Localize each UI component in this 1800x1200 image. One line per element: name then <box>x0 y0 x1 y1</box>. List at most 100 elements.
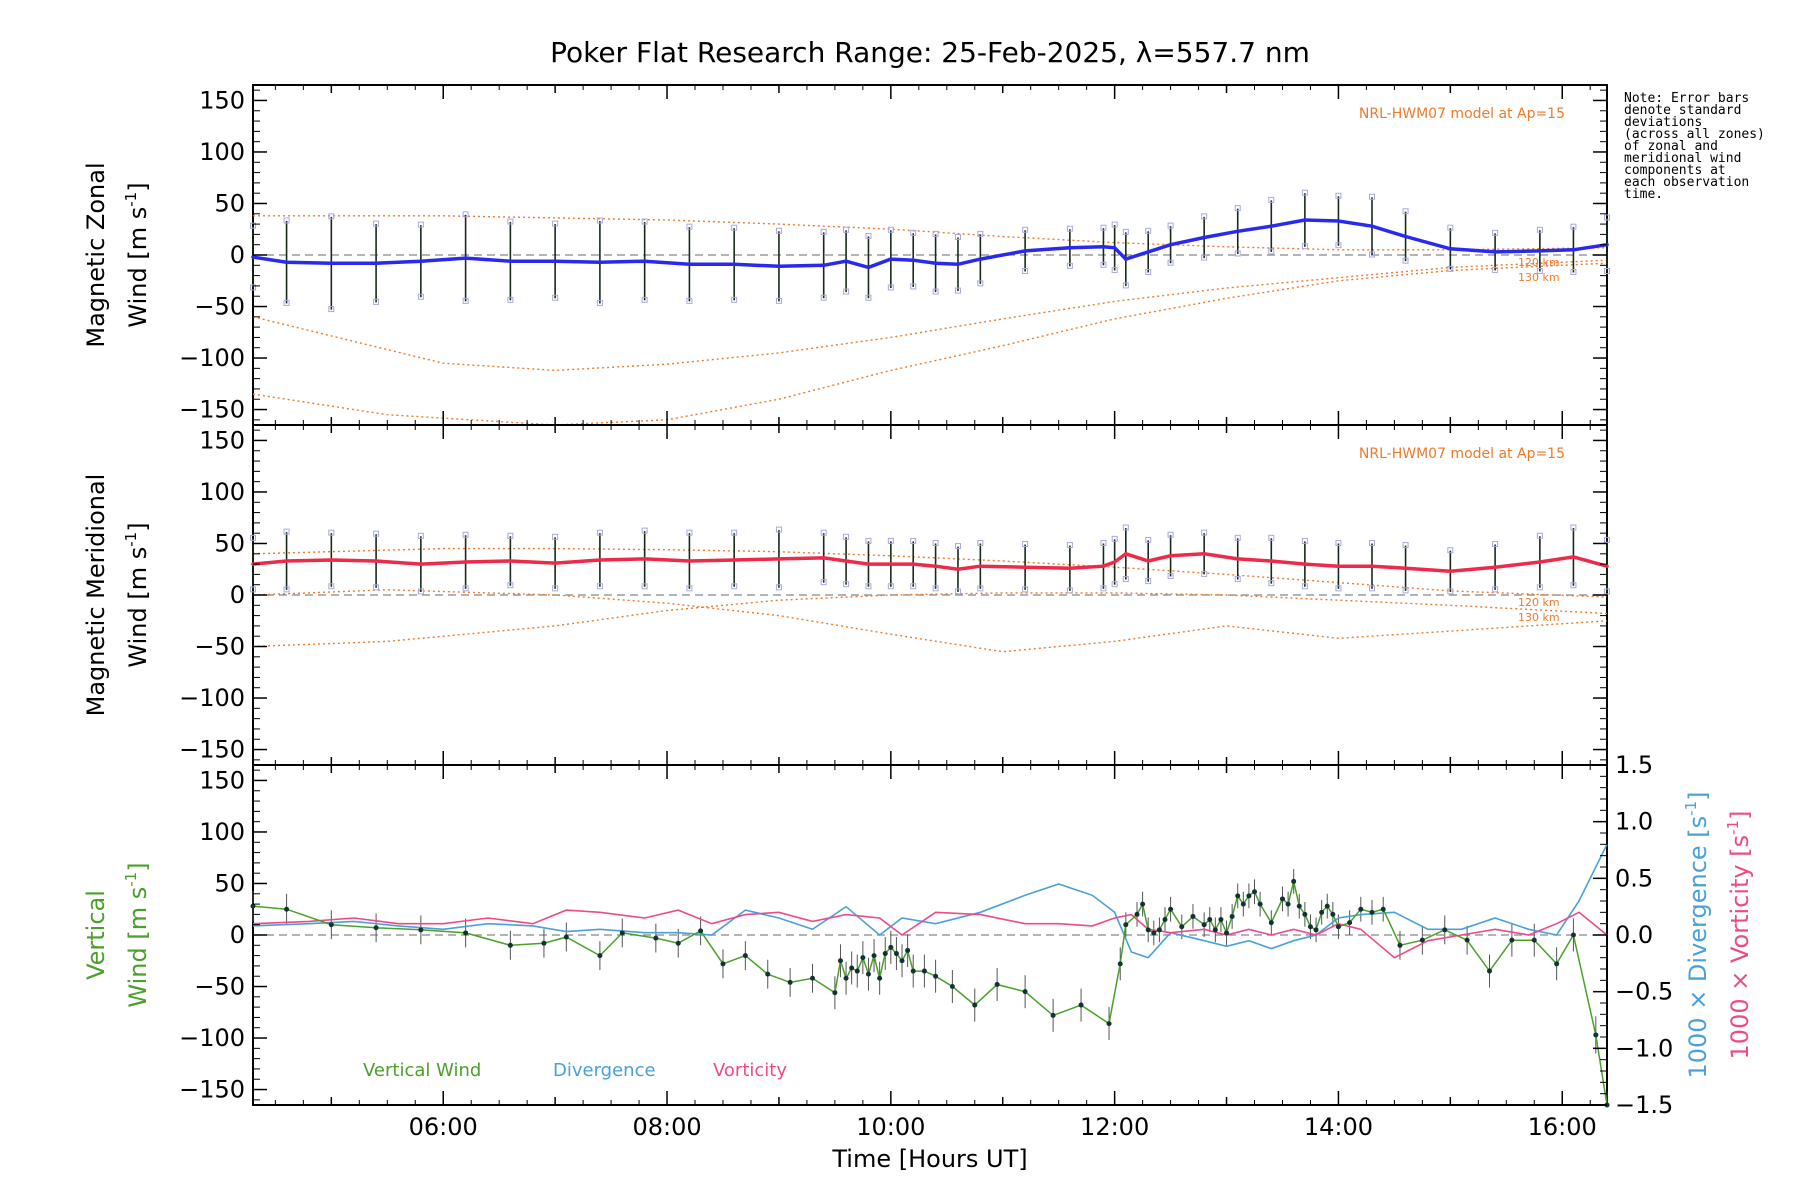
meridional-zone-sample <box>250 586 256 593</box>
zonal-zone-sample <box>887 226 894 233</box>
divergence-axis-label: 1000 × Divergence [s-1] <box>1682 791 1712 1078</box>
zonal-zone-sample <box>283 217 290 224</box>
meridional-zone-sample <box>1335 539 1342 546</box>
zonal-wind-point <box>1370 224 1374 228</box>
vertical-wind-point <box>1302 911 1308 917</box>
zonal-zone-sample <box>686 297 693 304</box>
zonal-zone-sample <box>1402 208 1409 215</box>
vertical-wind-point <box>1117 961 1123 967</box>
vertical-wind-point <box>507 942 513 948</box>
meridional-wind-point <box>642 557 647 561</box>
y-tick-label: 150 <box>199 426 245 454</box>
meridional-wind-point <box>1303 562 1307 566</box>
vertical-wind-point <box>1380 906 1386 912</box>
zonal-wind-point <box>508 259 513 263</box>
vertical-wind-point <box>1324 903 1330 909</box>
zonal-zone-sample <box>1492 266 1499 273</box>
meridional-zone-sample <box>1268 580 1275 587</box>
meridional-zone-sample <box>1100 539 1107 546</box>
vertical-wind-point <box>849 965 855 971</box>
zonal-zone-sample <box>552 220 559 227</box>
meridional-zone-sample <box>775 584 782 591</box>
meridional-ylabel-end: ] <box>124 522 152 531</box>
zonal-zone-sample <box>731 296 738 303</box>
y2-tick-label: 1.0 <box>1615 808 1653 836</box>
zonal-ylabel-line2: Wind [m s-1] <box>122 182 152 327</box>
vertical-wind-point <box>653 935 659 941</box>
y-tick-label: −150 <box>179 396 245 424</box>
divergence-axis-end: ] <box>1684 791 1712 800</box>
panel-zonal: NRL-HWM07 model at Ap=15 120 km 130 km M… <box>82 84 1610 426</box>
zonal-wind-point <box>911 258 916 262</box>
x-tick-label: 06:00 <box>409 1113 478 1141</box>
legend-vertical-wind: Vertical Wind <box>363 1060 481 1081</box>
vertical-wind-point <box>1268 920 1274 926</box>
vertical-wind-point <box>843 975 849 981</box>
vertical-wind-point <box>1509 937 1515 943</box>
zonal-zone-sample <box>283 299 290 306</box>
vertical-ylabel-sup: -1 <box>122 872 140 887</box>
vertical-wind-point <box>1078 1002 1084 1008</box>
meridional-ylabel-line2: Wind [m s-1] <box>122 522 152 667</box>
zonal-zone-sample <box>1201 213 1208 220</box>
meridional-zone-sample <box>1234 534 1241 541</box>
vertical-wind-point <box>1246 893 1252 899</box>
zonal-marks <box>250 189 1610 426</box>
vertical-wind-point <box>1179 924 1185 930</box>
chart-title: Poker Flat Research Range: 25-Feb-2025, … <box>550 36 1310 69</box>
meridional-zone-sample <box>552 533 559 540</box>
y-tick-label: 150 <box>199 86 245 114</box>
meridional-zone-sample <box>1570 582 1577 589</box>
zonal-wind-point <box>1101 244 1106 249</box>
meridional-wind-point <box>978 564 983 568</box>
meridional-wind-point <box>1124 551 1128 556</box>
meridional-wind-point <box>844 559 848 563</box>
meridional-wind-point <box>1269 559 1274 563</box>
meridional-model-curve-0 <box>252 547 1608 598</box>
vertical-wind-point <box>1218 917 1224 923</box>
vertical-wind-point <box>1151 930 1157 936</box>
vertical-wind-point <box>994 981 1000 987</box>
meridional-zone-sample <box>910 537 917 544</box>
meridional-alt-label-130: 130 km <box>1518 611 1560 624</box>
zonal-zone-sample <box>1100 224 1107 231</box>
divergence-line <box>252 843 1608 959</box>
meridional-zone-sample <box>731 529 738 536</box>
vertical-wind-point <box>1279 896 1285 902</box>
vertical-wind-point <box>1134 911 1140 917</box>
vertical-wind-point <box>837 958 843 964</box>
zonal-wind-point <box>251 255 255 259</box>
meridional-wind-point <box>687 559 692 563</box>
x-tick-label: 08:00 <box>632 1113 701 1141</box>
zonal-wind-point <box>978 257 983 261</box>
meridional-wind-point <box>553 561 557 565</box>
meridional-zone-sample <box>1145 536 1152 543</box>
meridional-zone-sample <box>686 585 693 592</box>
meridional-zone-sample <box>865 537 872 544</box>
zonal-zone-sample <box>373 220 380 227</box>
vertical-wind-point <box>893 951 899 957</box>
zonal-wind-point <box>553 259 557 263</box>
vertical-wind-point <box>1593 1032 1599 1038</box>
meridional-zone-sample <box>1369 539 1376 546</box>
meridional-zone-sample <box>977 539 984 546</box>
meridional-zone-sample <box>887 583 894 590</box>
zonal-wind-point <box>463 256 468 260</box>
zonal-zone-sample <box>462 297 469 304</box>
panel-vertical: Vertical Wind [m s-1] 1000 × Divergence … <box>82 764 1754 1108</box>
vertical-wind-point <box>933 973 939 979</box>
meridional-wind-point <box>911 562 916 566</box>
vertical-wind-point <box>1168 906 1174 912</box>
meridional-wind-point <box>329 558 334 562</box>
y-tick-label: 100 <box>199 818 245 846</box>
meridional-ylabel-sup: -1 <box>122 532 140 547</box>
meridional-wind-line <box>252 551 1608 574</box>
zonal-zone-sample <box>417 221 424 228</box>
meridional-wind-point <box>1023 565 1027 569</box>
vertical-wind-point <box>1106 1021 1112 1027</box>
vertical-wind-point <box>882 951 888 957</box>
zonal-zone-sample <box>1492 229 1499 236</box>
zonal-wind-point <box>1023 249 1027 253</box>
y-tick-label: −50 <box>194 633 245 661</box>
meridional-zone-sample <box>417 588 424 595</box>
